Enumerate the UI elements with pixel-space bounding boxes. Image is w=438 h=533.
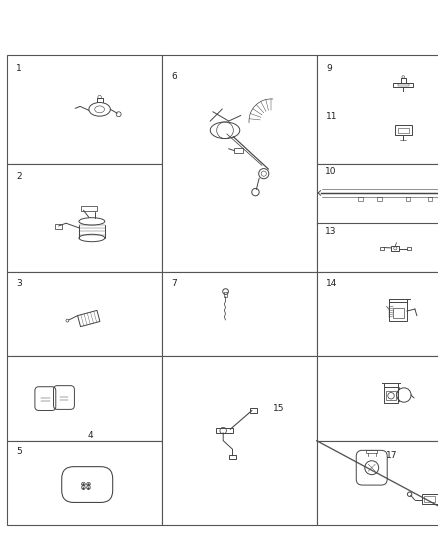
Bar xyxy=(317,357,438,441)
Bar xyxy=(427,197,432,201)
Bar xyxy=(398,84,409,86)
Bar xyxy=(317,272,438,357)
Bar xyxy=(81,206,97,211)
Bar xyxy=(392,246,399,251)
Text: 5: 5 xyxy=(16,448,21,456)
Bar xyxy=(7,164,162,272)
Bar xyxy=(7,55,162,164)
Bar xyxy=(380,247,384,250)
Bar xyxy=(406,197,410,201)
Bar xyxy=(162,272,317,357)
Bar xyxy=(216,429,233,433)
Text: 2: 2 xyxy=(16,172,21,181)
Bar xyxy=(317,164,438,272)
Bar xyxy=(407,247,411,250)
Bar xyxy=(422,494,438,504)
Bar xyxy=(7,441,162,525)
Bar xyxy=(317,441,438,525)
Bar xyxy=(393,309,404,318)
Text: 3: 3 xyxy=(16,279,21,288)
Bar xyxy=(234,148,244,154)
Text: 11: 11 xyxy=(326,111,338,120)
Text: 10: 10 xyxy=(325,167,336,176)
Text: 17: 17 xyxy=(386,451,397,460)
Text: 13: 13 xyxy=(325,227,336,236)
Bar xyxy=(393,83,413,86)
Bar xyxy=(389,303,407,321)
Text: 9: 9 xyxy=(326,64,332,72)
Bar xyxy=(55,224,62,229)
Bar xyxy=(317,55,438,164)
Bar xyxy=(377,197,382,201)
Text: 7: 7 xyxy=(171,279,177,288)
Bar xyxy=(229,455,236,458)
Bar xyxy=(162,357,317,525)
Bar xyxy=(7,357,162,441)
Text: 14: 14 xyxy=(326,279,338,288)
Bar xyxy=(7,272,162,357)
Bar xyxy=(250,408,257,413)
Bar xyxy=(395,125,412,135)
Bar xyxy=(424,496,435,503)
Bar xyxy=(384,387,398,403)
Text: 1: 1 xyxy=(16,64,21,72)
Bar xyxy=(358,197,363,201)
Bar xyxy=(366,450,378,453)
Text: 4: 4 xyxy=(87,431,93,440)
Bar xyxy=(224,292,227,297)
Bar xyxy=(398,127,409,133)
Text: 15: 15 xyxy=(273,403,285,413)
Bar xyxy=(162,55,317,272)
Bar xyxy=(386,391,396,400)
Text: 6: 6 xyxy=(171,72,177,82)
